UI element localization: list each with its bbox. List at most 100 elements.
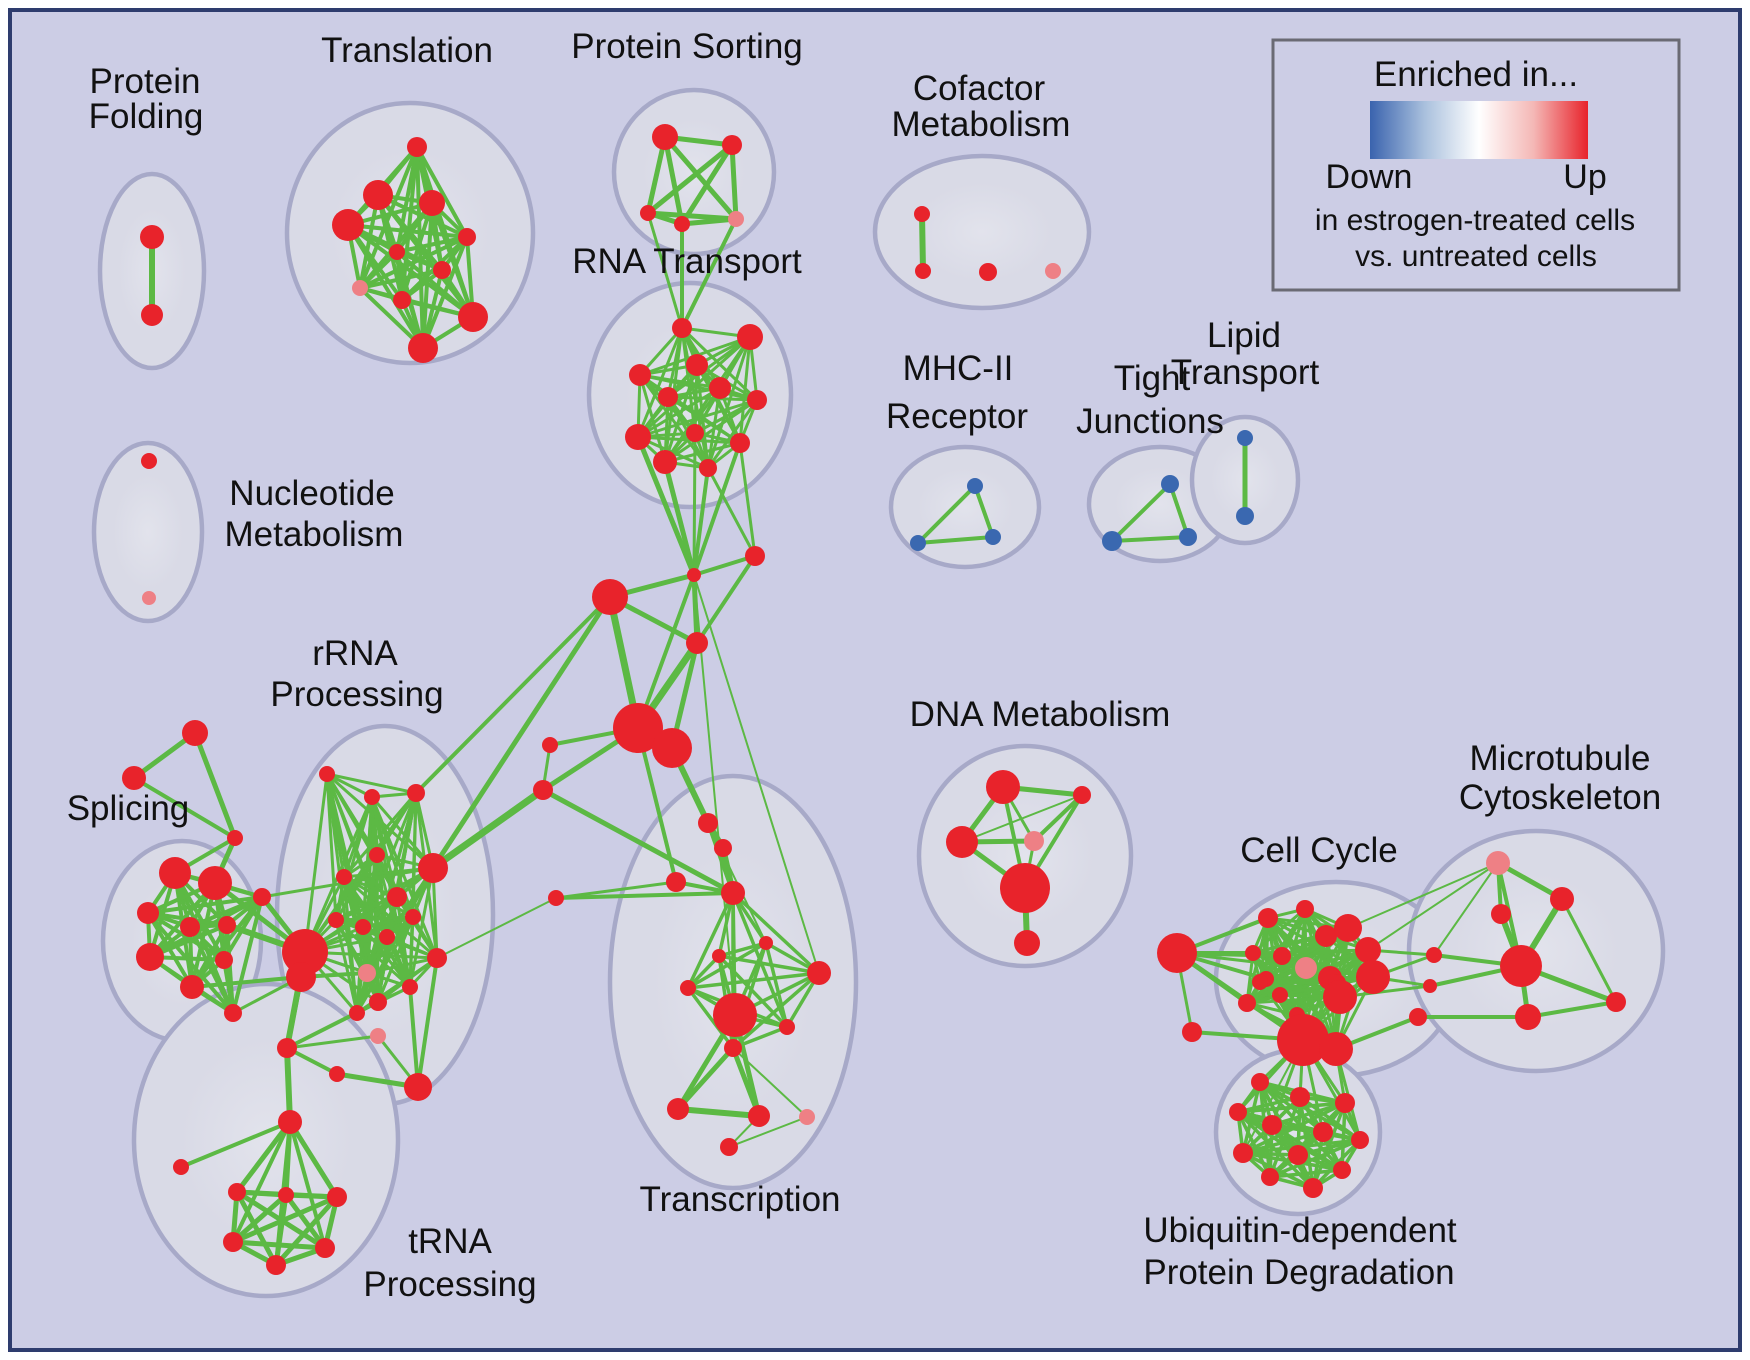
node-pink (1486, 851, 1510, 875)
node-red (745, 546, 765, 566)
network-edge (693, 574, 820, 974)
node-blue (967, 478, 983, 494)
network-edge (234, 1119, 293, 1195)
network-edge (1032, 793, 1084, 843)
node-red (389, 244, 405, 260)
node-red (315, 1238, 335, 1258)
network-edge (234, 1189, 279, 1268)
network-edge (342, 875, 415, 919)
network-edge (132, 776, 237, 840)
node-red (1000, 863, 1050, 913)
node-red (721, 881, 745, 905)
node-red (1333, 1161, 1351, 1179)
network-edge (285, 1034, 380, 1050)
network-edge (636, 726, 678, 884)
network-edge (284, 1045, 293, 1125)
node-red (364, 789, 380, 805)
network-edge (1347, 862, 1499, 929)
node-red (379, 929, 395, 945)
network-edge (662, 134, 739, 222)
network-edge (414, 595, 612, 795)
node-red (407, 137, 427, 157)
node-pink (1045, 263, 1061, 279)
network-edge (636, 573, 696, 730)
network-edge (430, 594, 613, 871)
node-red (458, 228, 476, 246)
cluster-label: Processing (270, 675, 443, 714)
node-red (198, 866, 232, 900)
node-red (1182, 1022, 1202, 1042)
network-edge (1110, 482, 1172, 543)
network-edge (764, 941, 789, 1029)
node-red (1356, 960, 1390, 994)
network-edge (1268, 1138, 1362, 1179)
network-edge (973, 484, 995, 539)
node-red (629, 364, 651, 386)
network-edge (666, 395, 759, 402)
node-red (369, 847, 385, 863)
node-pink (352, 280, 368, 296)
network-edge (706, 398, 759, 470)
network-edge (738, 441, 757, 558)
node-blue (1236, 507, 1254, 525)
network-edge (231, 1120, 292, 1244)
node-red (355, 919, 371, 935)
network-edge (686, 971, 821, 990)
cluster-label: Folding (89, 97, 204, 136)
network-edge (728, 1116, 808, 1148)
node-red (986, 770, 1020, 804)
network-edge (358, 235, 469, 290)
node-red (1290, 1087, 1310, 1107)
network-edge (686, 941, 768, 990)
network-edge (732, 1047, 808, 1118)
node-red (672, 318, 692, 338)
node-red (404, 1073, 432, 1101)
node-blue (1102, 531, 1122, 551)
node-red (286, 962, 316, 992)
network-edge (961, 794, 1083, 843)
node-red (1313, 1122, 1333, 1142)
node-red (1355, 937, 1381, 963)
cluster-label: Ubiquitin-dependent (1143, 1211, 1457, 1250)
node-red (625, 424, 651, 450)
legend-caption-line1: in estrogen-treated cells (1315, 204, 1635, 237)
network-edge (1110, 535, 1190, 543)
cluster-label: Nucleotide (229, 474, 394, 513)
node-red (730, 433, 750, 453)
network-edge (285, 1011, 359, 1050)
network-edge (179, 1120, 292, 1169)
node-red (1251, 1073, 1269, 1091)
cluster-label: RNA Transport (572, 242, 802, 281)
node-red (253, 888, 271, 906)
legend-caption-line2: vs. untreated cells (1355, 240, 1597, 273)
node-red (1252, 974, 1268, 990)
node-red (667, 1098, 689, 1120)
cluster-ellipse-cofactor-metabolism (872, 153, 1092, 311)
node-red (1351, 1131, 1369, 1149)
network-edge (916, 535, 995, 545)
node-red (548, 890, 564, 906)
node-red (278, 1110, 302, 1134)
network-edge (358, 268, 444, 290)
network-edge (692, 431, 697, 577)
node-pink (1295, 957, 1317, 979)
network-edge (1280, 948, 1370, 958)
legend-gradient-bar (1370, 101, 1588, 159)
network-edge (738, 335, 752, 445)
node-red (680, 980, 696, 996)
network-edge (395, 235, 469, 254)
cluster-label: Metabolism (892, 105, 1071, 144)
network-edge (1560, 897, 1618, 1004)
network-edge (334, 895, 399, 922)
node-red (1303, 1178, 1323, 1198)
network-edge (1495, 860, 1565, 902)
node-red (1288, 1145, 1308, 1165)
node-red (1500, 945, 1542, 987)
network-edge (695, 554, 757, 645)
node-red (666, 872, 686, 892)
node-red (946, 826, 978, 858)
network-edge (415, 145, 469, 239)
network-edge (540, 787, 736, 896)
node-red (686, 632, 708, 654)
